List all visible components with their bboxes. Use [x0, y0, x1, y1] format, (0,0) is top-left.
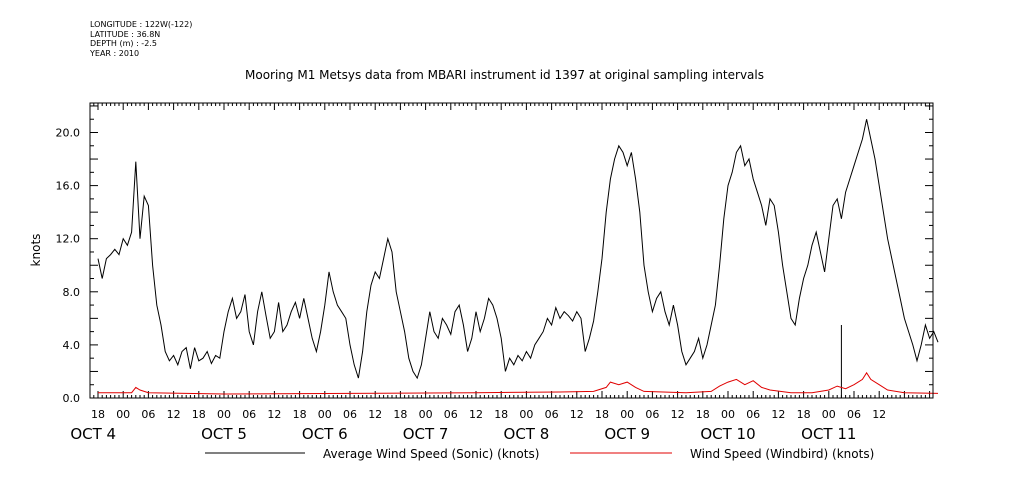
- y-tick-label: 12.0: [56, 233, 81, 246]
- x-day-label: OCT 4: [70, 425, 116, 443]
- longitude-label: LONGITUDE : 122W(-122): [90, 20, 193, 29]
- depth-label: DEPTH (m) : -2.5: [90, 39, 157, 48]
- x-hour-label: 06: [645, 408, 659, 421]
- x-hour-label: 00: [721, 408, 735, 421]
- x-day-label: OCT 10: [700, 425, 755, 443]
- tick-marks: [90, 103, 933, 399]
- x-hour-label: 06: [242, 408, 256, 421]
- x-hour-label: 18: [293, 408, 307, 421]
- x-day-label: OCT 9: [604, 425, 650, 443]
- x-hour-label: 00: [318, 408, 332, 421]
- x-day-label: OCT 5: [201, 425, 247, 443]
- x-hour-label: 00: [217, 408, 231, 421]
- y-tick-label: 20.0: [56, 127, 81, 140]
- x-hour-label: 00: [822, 408, 836, 421]
- x-hour-label: 06: [746, 408, 760, 421]
- x-hour-label: 18: [494, 408, 508, 421]
- x-tick-labels: 18 00 06 12 18 00 06 12 18 00 06 12 18 00 06 12 18 00 06 12…: [70, 408, 886, 443]
- x-day-label: OCT 7: [403, 425, 449, 443]
- x-hour-label: 00: [519, 408, 533, 421]
- y-tick-label: 0.0: [63, 392, 81, 405]
- x-hour-label: 18: [393, 408, 407, 421]
- y-tick-label: 8.0: [63, 286, 81, 299]
- x-day-label: OCT 11: [801, 425, 856, 443]
- x-hour-label: 12: [368, 408, 382, 421]
- x-hour-label: 06: [444, 408, 458, 421]
- series-line-sonic: [97, 119, 939, 380]
- x-hour-label: 12: [267, 408, 281, 421]
- x-hour-label: 12: [771, 408, 785, 421]
- y-tick-label: 16.0: [56, 180, 81, 193]
- series-line-windbird: [98, 371, 939, 395]
- y-axis-label: knots: [29, 234, 43, 267]
- legend-label-windbird: Wind Speed (Windbird) (knots): [690, 447, 874, 461]
- x-hour-label: 00: [620, 408, 634, 421]
- x-hour-label: 12: [671, 408, 685, 421]
- x-hour-label: 06: [847, 408, 861, 421]
- x-hour-label: 18: [192, 408, 206, 421]
- chart-title: Mooring M1 Metsys data from MBARI instru…: [245, 68, 764, 82]
- legend: Average Wind Speed (Sonic) (knots) Wind …: [205, 447, 874, 461]
- x-hour-label: 18: [696, 408, 710, 421]
- y-tick-labels: 0.0 4.0 8.0 12.0 16.0 20.0: [56, 127, 81, 406]
- year-label: YEAR : 2010: [90, 48, 140, 58]
- x-hour-label: 00: [116, 408, 130, 421]
- metadata-block: LONGITUDE : 122W(-122) LATITUDE : 36.8N …: [90, 20, 192, 58]
- x-hour-label: 12: [872, 408, 886, 421]
- y-tick-label: 4.0: [63, 339, 81, 352]
- x-hour-label: 12: [570, 408, 584, 421]
- x-hour-label: 18: [595, 408, 609, 421]
- x-day-label: OCT 8: [504, 425, 550, 443]
- latitude-label: LATITUDE : 36.8N: [90, 29, 161, 39]
- series-layer: [97, 119, 939, 398]
- x-hour-label: 18: [797, 408, 811, 421]
- x-hour-label: 06: [343, 408, 357, 421]
- x-hour-label: 18: [91, 408, 105, 421]
- x-hour-label: 06: [545, 408, 559, 421]
- legend-label-sonic: Average Wind Speed (Sonic) (knots): [323, 447, 539, 461]
- plot-frame: [89, 102, 934, 399]
- x-hour-label: 12: [167, 408, 181, 421]
- x-day-label: OCT 6: [302, 425, 348, 443]
- x-hour-label: 12: [469, 408, 483, 421]
- x-hour-label: 06: [141, 408, 155, 421]
- x-hour-label: 00: [419, 408, 433, 421]
